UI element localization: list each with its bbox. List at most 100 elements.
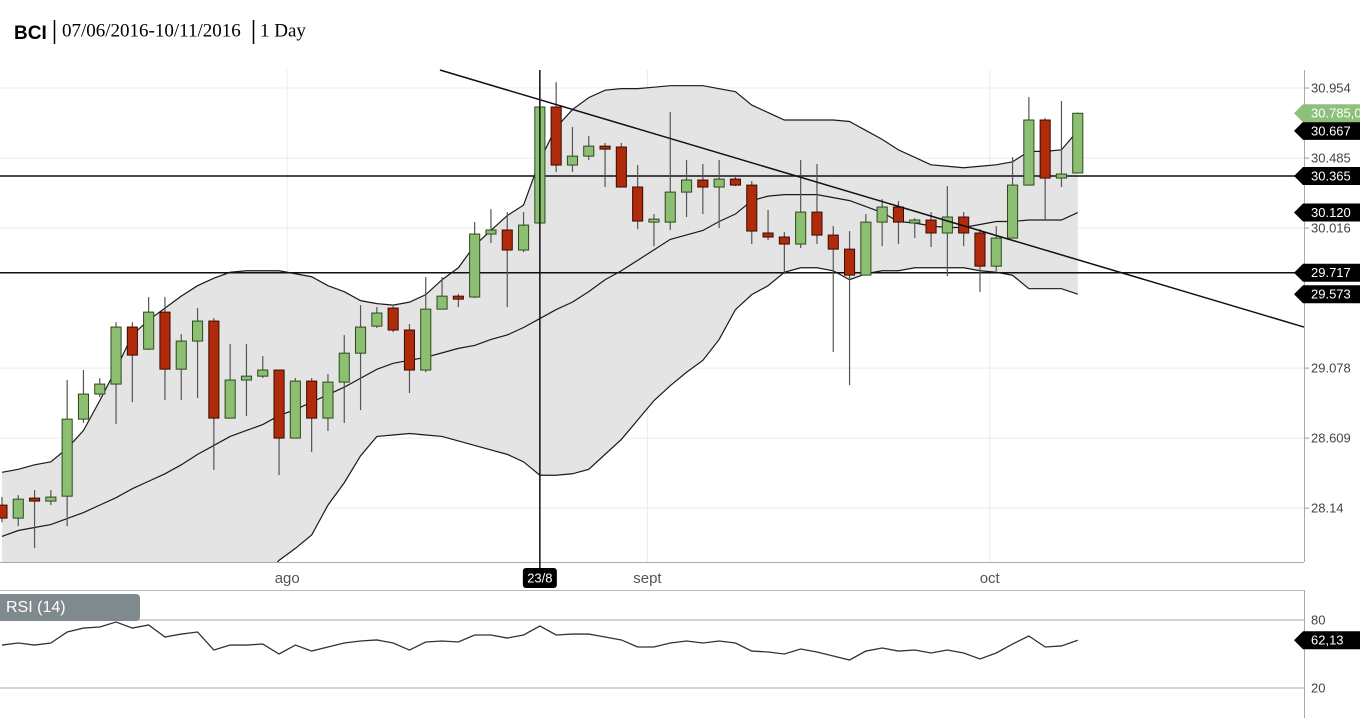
candle-body [729, 178, 742, 186]
candle-body [469, 233, 481, 298]
candle-body [648, 218, 660, 223]
indicator-tag [0, 594, 140, 621]
x-tick-label: ago [275, 570, 300, 587]
y-tick-label: 20 [1311, 680, 1325, 695]
candle-body [29, 497, 41, 502]
y-tick-label: 30.016 [1311, 221, 1351, 236]
candle-body [795, 211, 807, 245]
candle-body [632, 186, 644, 222]
candle-body [1007, 184, 1019, 239]
candle-body [664, 191, 676, 223]
candle-body [1023, 119, 1035, 186]
candle-body [126, 326, 138, 356]
rsi-panel: 80 20 RSI (14) 62,13 [0, 590, 1360, 718]
y-tick-label: 80 [1311, 612, 1325, 627]
price-tag-label: 62,13 [1311, 633, 1344, 648]
x-tick-label: oct [980, 570, 1001, 587]
plot-area [0, 82, 1304, 562]
candle-body [827, 234, 839, 250]
price-tag-label: 29.717 [1311, 265, 1351, 280]
price-tag [1294, 285, 1360, 304]
candle-body [110, 326, 122, 385]
candle-body [159, 311, 171, 370]
price-tag [1294, 631, 1360, 650]
price-tag-label: 30.667 [1311, 123, 1351, 138]
candle-body [1055, 173, 1068, 179]
candle-body [387, 307, 399, 331]
candle-body [420, 308, 432, 371]
candle-body [12, 498, 24, 519]
candle-body [909, 219, 921, 224]
price-tag [1294, 121, 1360, 140]
price-panel: 30.954 30.485 30.016 29.078 28.609 28.14 ago se… [0, 69, 1369, 588]
y-tick-label: 28.609 [1311, 431, 1351, 446]
trendline [439, 69, 1305, 328]
candle-body [175, 340, 187, 370]
candle-body [860, 221, 872, 276]
candle-body [485, 229, 497, 235]
crosshair-label: 23/8 [527, 570, 552, 585]
crosshair-tag [522, 568, 557, 588]
candle-body [322, 381, 334, 419]
candle-body [94, 383, 106, 395]
y-tick-label: 29.078 [1311, 361, 1351, 376]
candle-body [941, 216, 953, 234]
candle-body [355, 326, 367, 354]
candle-body [436, 295, 448, 310]
candle-body [990, 237, 1002, 267]
candle-body [501, 229, 513, 251]
price-tag [1294, 203, 1360, 222]
indicator-label: RSI (14) [6, 599, 66, 616]
date-range: 07/06/2016-10/11/2016 [62, 20, 241, 41]
price-tag-label: 29.573 [1311, 287, 1351, 302]
candle-body [143, 311, 155, 350]
x-tick-label: sept [633, 570, 662, 587]
interval: 1 Day [260, 20, 306, 41]
candle-body [403, 329, 416, 371]
candle-body [289, 380, 301, 439]
y-tick-label: 30.954 [1311, 80, 1351, 95]
candle-body [583, 145, 595, 157]
candle-body [306, 380, 318, 419]
candle-body [713, 178, 725, 188]
candle-body [550, 106, 562, 166]
candle-body [844, 248, 856, 276]
candle-body [681, 179, 693, 193]
candle-body [615, 146, 627, 188]
candle-body [0, 504, 8, 519]
candle-body [273, 369, 285, 439]
price-tag-label: 30.120 [1311, 205, 1351, 220]
candle-body [811, 211, 823, 236]
candle-body [746, 184, 758, 232]
candle-body [518, 224, 530, 251]
price-tag [1294, 104, 1360, 123]
candle-body [77, 393, 90, 420]
rsi-line [1, 621, 1078, 661]
candle-body [45, 496, 57, 502]
candle-body [1039, 119, 1051, 179]
candle-body [876, 206, 888, 223]
candle-body [892, 206, 905, 223]
y-tick-label: 28.14 [1311, 501, 1344, 516]
candle-body [371, 312, 383, 327]
price-tag [1294, 263, 1360, 282]
chart-title: BCI [14, 23, 47, 44]
price-tag-label: 30.785,00 [1311, 106, 1369, 121]
candle-body [240, 375, 253, 381]
candle-body [208, 320, 220, 419]
candle-body [566, 155, 579, 166]
candle-body [1072, 112, 1084, 174]
y-tick-label: 30.485 [1311, 151, 1351, 166]
candle-body [257, 369, 269, 377]
candle-body [192, 320, 204, 342]
candle-body [224, 379, 236, 419]
candle-body [452, 295, 464, 300]
candle-body [925, 219, 937, 234]
candle-body [61, 418, 73, 497]
candle-body [697, 179, 709, 188]
candle-body [762, 232, 774, 238]
candle-body [338, 352, 350, 383]
price-tag [1294, 166, 1360, 185]
candle-body [778, 236, 790, 245]
